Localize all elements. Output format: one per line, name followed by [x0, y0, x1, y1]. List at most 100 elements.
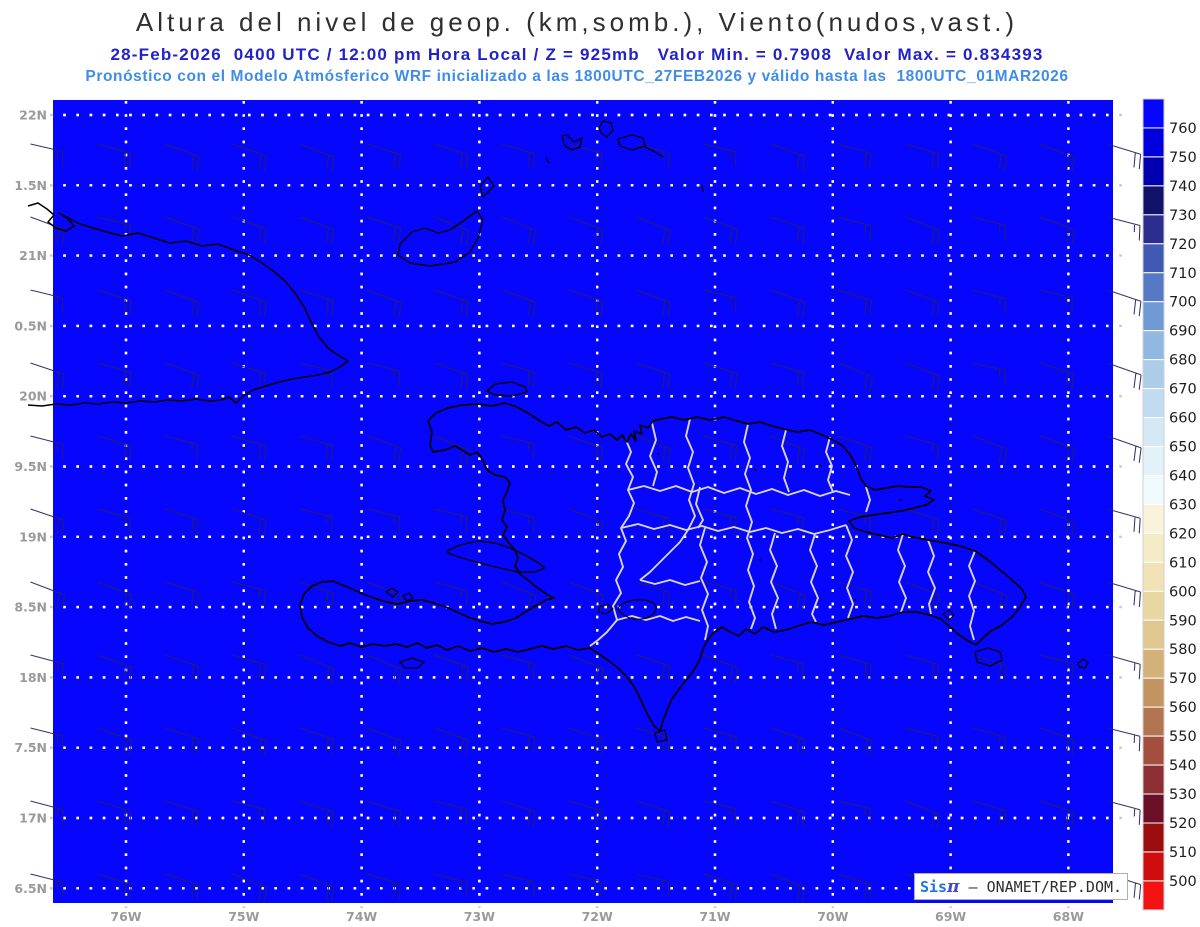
- x-axis-label: 70W: [817, 909, 848, 924]
- province-border: [649, 422, 658, 487]
- colorbar-swatch: [1142, 330, 1165, 361]
- colorbar-tick-label: 730: [1169, 208, 1197, 224]
- y-axis-labels: 22N 1.5N 21N 0.5N 20N 9.5N 19N 8.5N 18N 7.5N 17N 6.…: [14, 108, 47, 896]
- colorbar-swatch: [1142, 127, 1165, 158]
- ile-a-vache-island: [399, 657, 425, 669]
- colorbar-swatch: [1142, 880, 1165, 911]
- gonave-island: [446, 540, 546, 573]
- y-axis-label: 0.5N: [14, 318, 47, 333]
- saona-island: [974, 647, 1003, 667]
- colorbar-tick-label: 610: [1169, 555, 1197, 571]
- beata-island: [654, 729, 668, 743]
- colorbar-swatch: [1142, 793, 1165, 824]
- province-border: [699, 527, 709, 641]
- province-border: [620, 523, 847, 535]
- colorbar-tick-label: 630: [1169, 497, 1197, 513]
- colorbar-swatch: [1142, 98, 1165, 129]
- shaded-field: [53, 100, 1113, 903]
- colorbar-tick-label: 680: [1169, 353, 1197, 369]
- province-border: [865, 486, 871, 513]
- colorbar-swatch: [1142, 417, 1165, 448]
- subtitle-model-run: Pronóstico con el Modelo Atmósferico WRF…: [85, 68, 1069, 85]
- colorbar-tick-label: 570: [1169, 671, 1197, 687]
- colorbar-swatch: [1142, 185, 1165, 216]
- province-border: [627, 485, 851, 497]
- colorbar-swatch: [1142, 214, 1165, 245]
- colorbar-tick-label: 660: [1169, 411, 1197, 427]
- lake-enriquillo: [617, 599, 657, 620]
- colorbar-swatch: [1142, 764, 1165, 795]
- colorbar-frame: [1142, 98, 1165, 911]
- subtitle-valid-time: 28-Feb-2026 0400 UTC / 12:00 pm Hora Loc…: [110, 45, 1044, 64]
- haiti-dr-border: [589, 439, 635, 647]
- colorbar-tick-label: 500: [1169, 874, 1197, 890]
- colorbar-tick-label: 600: [1169, 584, 1197, 600]
- province-border: [968, 550, 976, 641]
- province-border: [743, 423, 756, 630]
- catalina-island: [942, 609, 955, 621]
- colorbar-tick-label: 740: [1169, 179, 1197, 195]
- great-inagua-island: [397, 210, 484, 267]
- province-border: [639, 579, 701, 586]
- cayemites-islands: [385, 587, 414, 602]
- colorbar-tick-label: 510: [1169, 845, 1197, 861]
- mona-island: [1077, 658, 1089, 669]
- credit-sispi-text: Sis: [919, 877, 948, 896]
- colorbar-tick-label: 720: [1169, 237, 1197, 253]
- province-border: [825, 436, 834, 493]
- lake-azuei: [598, 603, 614, 615]
- credit-badge: Sis π – ONAMET/REP.DOM.: [914, 873, 1128, 900]
- colorbar-tick-label: 540: [1169, 758, 1197, 774]
- y-axis-label: 21N: [19, 248, 47, 263]
- pi-icon: π: [947, 876, 960, 897]
- colorbar-swatch: [1142, 503, 1165, 534]
- province-border: [695, 486, 704, 529]
- colorbar-swatch: [1142, 156, 1165, 187]
- colorbar-swatch: [1142, 301, 1165, 332]
- province-border: [809, 533, 819, 623]
- town-dots: [657, 453, 902, 601]
- y-axis-label: 1.5N: [14, 178, 47, 193]
- cuba-coastline: [27, 202, 349, 407]
- colorbar-swatch: [1142, 532, 1165, 563]
- little-inagua-island: [479, 176, 495, 198]
- colorbar-swatch: [1142, 388, 1165, 419]
- y-axis-label: 20N: [19, 389, 47, 404]
- colorbar-tick-label: 760: [1169, 121, 1197, 137]
- colorbar-tick-label: 710: [1169, 266, 1197, 282]
- x-axis-label: 74W: [346, 909, 377, 924]
- dr-province-borders: [589, 418, 976, 647]
- colorbar-tick-label: 690: [1169, 324, 1197, 340]
- y-axis-label: 7.5N: [14, 740, 47, 755]
- colorbar-tick-label: 520: [1169, 816, 1197, 832]
- credit-organization: ONAMET/REP.DOM.: [986, 877, 1123, 896]
- colorbar-swatch: [1142, 706, 1165, 737]
- colorbar-tick-label: 580: [1169, 642, 1197, 658]
- colorbar-swatch: [1142, 851, 1165, 882]
- colorbar-tick-label: 590: [1169, 613, 1197, 629]
- colorbar-swatch: [1142, 590, 1165, 621]
- wind-barbs: [30, 143, 1142, 903]
- y-axis-label: 9.5N: [14, 459, 47, 474]
- y-axis-label: 22N: [19, 108, 47, 123]
- colorbar: 760 750 740 730 720 710 700 690 680 670 660 650 640 6…: [1142, 98, 1197, 911]
- colorbar-tick-label: 550: [1169, 729, 1197, 745]
- y-axis-label: 17N: [19, 811, 47, 826]
- y-axis-label: 19N: [19, 529, 47, 544]
- y-axis-label: 8.5N: [14, 600, 47, 615]
- province-border: [616, 615, 701, 622]
- x-axis-labels: 76W 75W 74W 73W 72W 71W 70W 69W 68W: [110, 909, 1084, 924]
- colorbar-tick-label: 650: [1169, 440, 1197, 456]
- province-border: [781, 429, 790, 493]
- colorbar-swatch: [1142, 243, 1165, 274]
- y-axis-label: 6.5N: [14, 881, 47, 896]
- colorbar-swatch: [1142, 735, 1165, 766]
- colorbar-tick-label: 620: [1169, 526, 1197, 542]
- colorbar-tick-label: 530: [1169, 787, 1197, 803]
- x-axis-label: 76W: [110, 909, 141, 924]
- page-title: Altura del nivel de geop. (km,somb.), Vi…: [135, 7, 1019, 37]
- x-axis-label: 73W: [464, 909, 495, 924]
- coastlines: [27, 120, 1089, 743]
- colorbar-swatch: [1142, 822, 1165, 853]
